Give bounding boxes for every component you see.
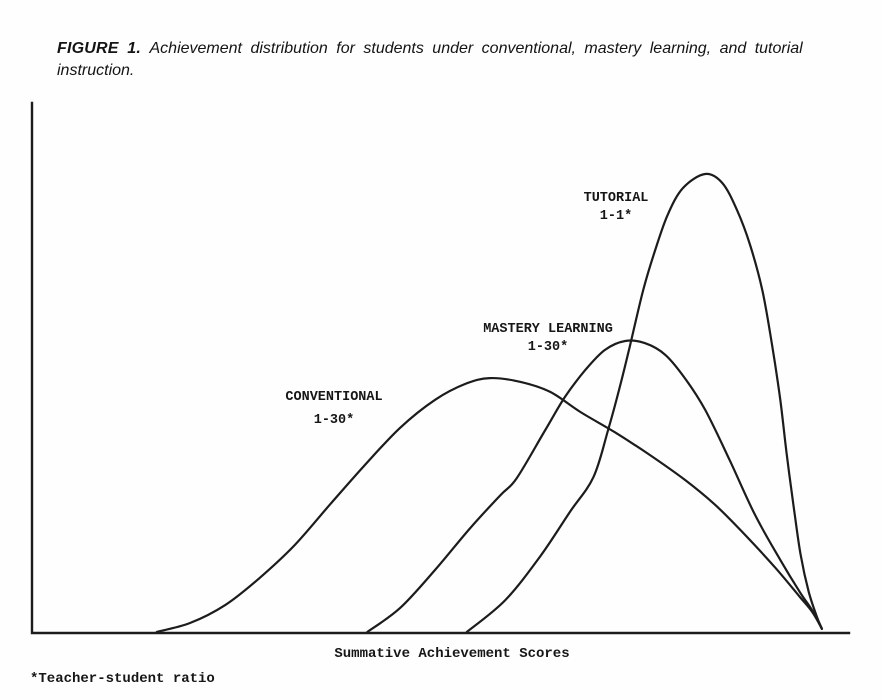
mastery-learning-curve — [366, 339, 823, 633]
figure-caption-label: FIGURE 1. — [57, 40, 142, 57]
tutorial-annotation-name: TUTORIAL — [583, 191, 649, 206]
mastery-learning-annotation-ratio: 1-30* — [527, 340, 569, 355]
conventional-curve — [155, 376, 823, 633]
tutorial-annotation: TUTORIAL 1-1* — [536, 190, 696, 226]
x-axis-label: Summative Achievement Scores — [334, 646, 570, 662]
mastery-learning-annotation-name: MASTERY LEARNING — [483, 322, 613, 337]
figure-caption-line1: Achievement distribution for students un… — [149, 40, 803, 57]
conventional-annotation-ratio: 1-30* — [313, 413, 355, 428]
conventional-annotation: CONVENTIONAL 1-30* — [244, 386, 424, 432]
axes-lines — [30, 101, 851, 635]
conventional-annotation-name: CONVENTIONAL — [285, 390, 383, 405]
tutorial-curve — [465, 172, 823, 633]
figure-caption-line2: instruction. — [57, 62, 135, 79]
teacher-student-ratio-footnote: *Teacher-student ratio — [30, 671, 215, 687]
figure-caption: FIGURE 1. Achievement distribution for s… — [57, 38, 857, 82]
tutorial-annotation-ratio: 1-1* — [599, 209, 633, 224]
mastery-learning-annotation: MASTERY LEARNING 1-30* — [448, 321, 648, 357]
